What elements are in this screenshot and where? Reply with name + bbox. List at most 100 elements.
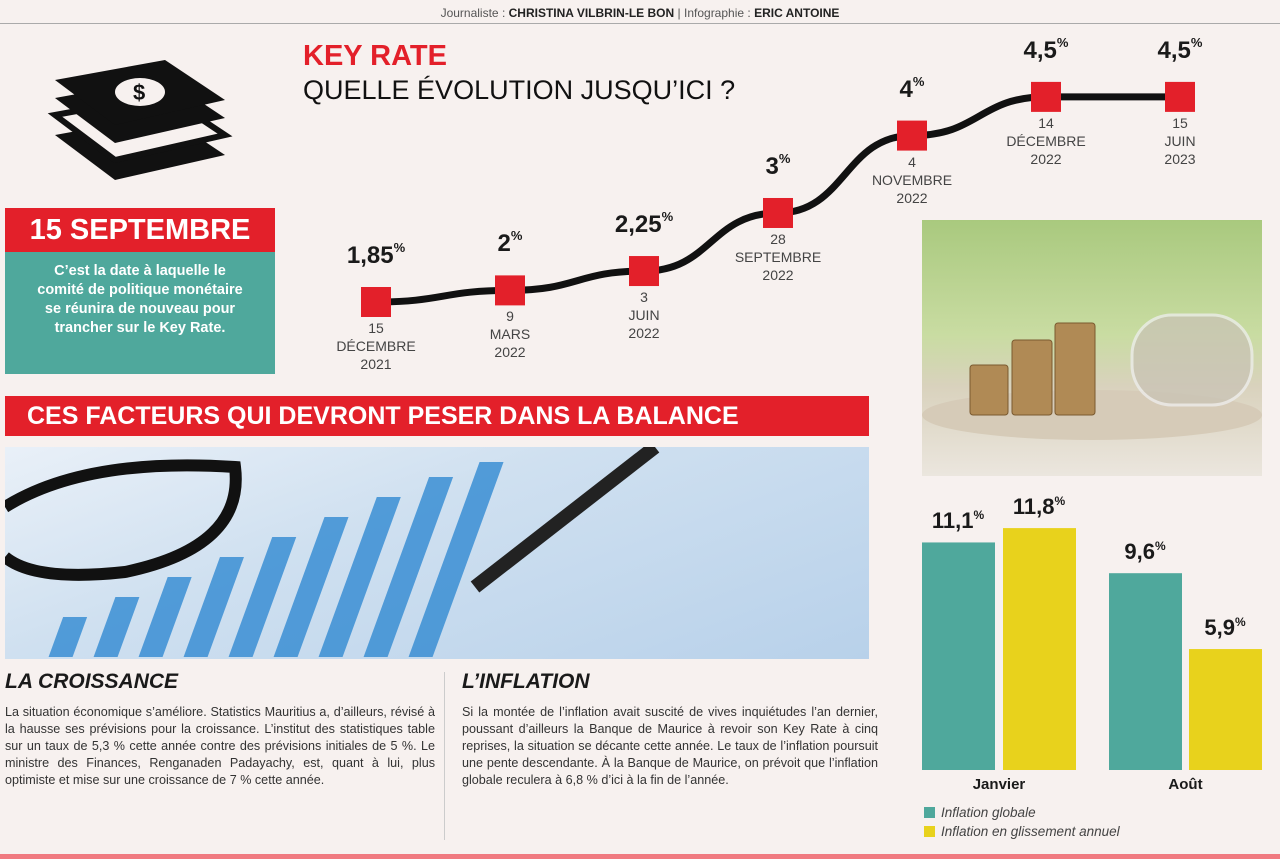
chart-photo-illustration (5, 447, 660, 657)
key-rate-date-label: 28 SEPTEMBRE 2022 (718, 230, 838, 284)
infographie-name: ERIC ANTOINE (754, 6, 840, 20)
callout-heading: 15 SEPTEMBRE (5, 208, 275, 252)
date-line: 15 (368, 320, 384, 336)
key-rate-date-label: 4 NOVEMBRE 2022 (852, 153, 972, 207)
legend-label: Inflation globale (941, 805, 1036, 820)
credits-bar: Journaliste : CHRISTINA VILBRIN-LE BON |… (0, 0, 1280, 24)
unit-text: % (393, 240, 406, 255)
bar (1109, 573, 1182, 770)
legend-swatch (924, 807, 935, 818)
key-rate-point (763, 197, 793, 228)
unit-text: % (1190, 34, 1203, 50)
date-line: DÉCEMBRE (1006, 132, 1086, 149)
value-text: 3 (765, 152, 779, 180)
bar-value-label: 11,1% (913, 508, 1003, 534)
key-rate-line-chart (361, 81, 1195, 317)
bar (922, 542, 995, 770)
infographie-label: Infographie : (684, 6, 751, 20)
svg-text:$: $ (133, 80, 145, 105)
value-text: 4 (899, 75, 913, 103)
key-rate-point (629, 256, 659, 287)
key-rate-value-label: 2,25% (584, 209, 704, 239)
bar (1003, 528, 1076, 770)
value-text: 11,1 (931, 508, 974, 534)
separator: | (677, 6, 681, 20)
key-rate-value-label: 4% (852, 73, 972, 104)
legend-item-inflation-globale: Inflation globale (924, 805, 1036, 820)
inflation-bar-chart (922, 528, 1262, 770)
bar-value-label: 9,6% (1100, 539, 1190, 565)
value-text: 4,5 (1157, 36, 1191, 64)
journalist-name: CHRISTINA VILBRIN-LE BON (508, 6, 675, 20)
date-line: 4 (908, 153, 916, 170)
key-rate-value-label: 4,5% (986, 34, 1106, 65)
legend-swatch (924, 826, 935, 837)
key-rate-value-label: 2% (450, 228, 570, 258)
journalist-label: Journaliste : (440, 6, 506, 20)
value-text: 5,9 (1204, 615, 1235, 641)
unit-text: % (661, 209, 674, 225)
bar-value-label: 11,8% (994, 494, 1084, 520)
money-stack-icon: $ (47, 60, 233, 180)
key-rate-point (897, 120, 927, 151)
unit-text: % (1056, 34, 1069, 50)
key-rate-value-label: 3% (718, 150, 838, 181)
coins-photo (922, 220, 1262, 476)
bar-value-label: 5,9% (1180, 615, 1270, 641)
key-rate-date-label: 9 MARS 2022 (450, 307, 570, 361)
bottom-rule (0, 854, 1280, 859)
bar (1189, 649, 1262, 770)
date-line: 9 (506, 308, 514, 325)
key-rate-subtitle: QUELLE ÉVOLUTION JUSQU’ICI ? (303, 75, 736, 105)
unit-text: % (1234, 615, 1246, 630)
key-rate-point (1165, 81, 1195, 112)
date-line: 3 (640, 289, 648, 306)
chart-photo (5, 447, 869, 659)
key-rate-date-label: 15 JUIN 2023 (1120, 114, 1240, 168)
key-rate-value-label: 1,85% (316, 240, 436, 270)
date-line: SEPTEMBRE (734, 248, 822, 265)
inflation-title: L’INFLATION (462, 670, 590, 693)
unit-text: % (1054, 494, 1066, 509)
legend-label: Inflation en glissement annuel (941, 824, 1120, 839)
value-text: 4,5 (1023, 36, 1057, 64)
date-line: 14 (1038, 114, 1054, 131)
key-rate-point (1031, 81, 1061, 112)
date-line: 2022 (896, 189, 928, 206)
date-line: 2023 (1164, 150, 1196, 167)
unit-text: % (778, 150, 791, 166)
value-text: 1,85 (346, 242, 394, 269)
key-rate-value-label: 4,5% (1120, 34, 1240, 65)
unit-text: % (912, 73, 925, 89)
date-line: 2022 (494, 344, 526, 361)
callout-box: 15 SEPTEMBRE C’est la date à laquelle le… (5, 208, 275, 374)
date-line: JUIN (628, 307, 660, 324)
key-rate-title: KEY RATE (303, 40, 447, 72)
date-line: 2022 (762, 266, 794, 283)
unit-text: % (1154, 539, 1166, 554)
date-line: NOVEMBRE (871, 171, 953, 188)
unit-text: % (973, 508, 985, 523)
factors-banner: CES FACTEURS QUI DEVRONT PESER DANS LA B… (5, 396, 869, 436)
date-line: MARS (489, 326, 531, 343)
key-rate-date-label: 15 DÉCEMBRE 2021 (316, 319, 436, 373)
key-rate-point (495, 275, 525, 306)
date-line: 2022 (1030, 150, 1062, 167)
unit-text: % (510, 228, 523, 244)
key-rate-date-label: 3 JUIN 2022 (584, 288, 704, 342)
category-label: Août (1168, 776, 1203, 793)
coins-illustration (922, 313, 1262, 440)
date-line: JUIN (1164, 132, 1196, 149)
date-line: 28 (770, 230, 786, 247)
value-text: 9,6 (1124, 539, 1155, 565)
date-line: DÉCEMBRE (336, 338, 416, 354)
date-line: 15 (1172, 114, 1188, 131)
croissance-text: La situation économique s’améliore. Stat… (5, 705, 435, 787)
date-line: 2022 (628, 325, 660, 342)
value-text: 2 (497, 230, 511, 258)
inflation-text: Si la montée de l’inflation avait suscit… (462, 705, 878, 787)
column-divider (444, 672, 445, 840)
date-line: 2021 (360, 356, 392, 372)
croissance-title: LA CROISSANCE (5, 670, 179, 693)
value-text: 2,25 (614, 211, 662, 239)
